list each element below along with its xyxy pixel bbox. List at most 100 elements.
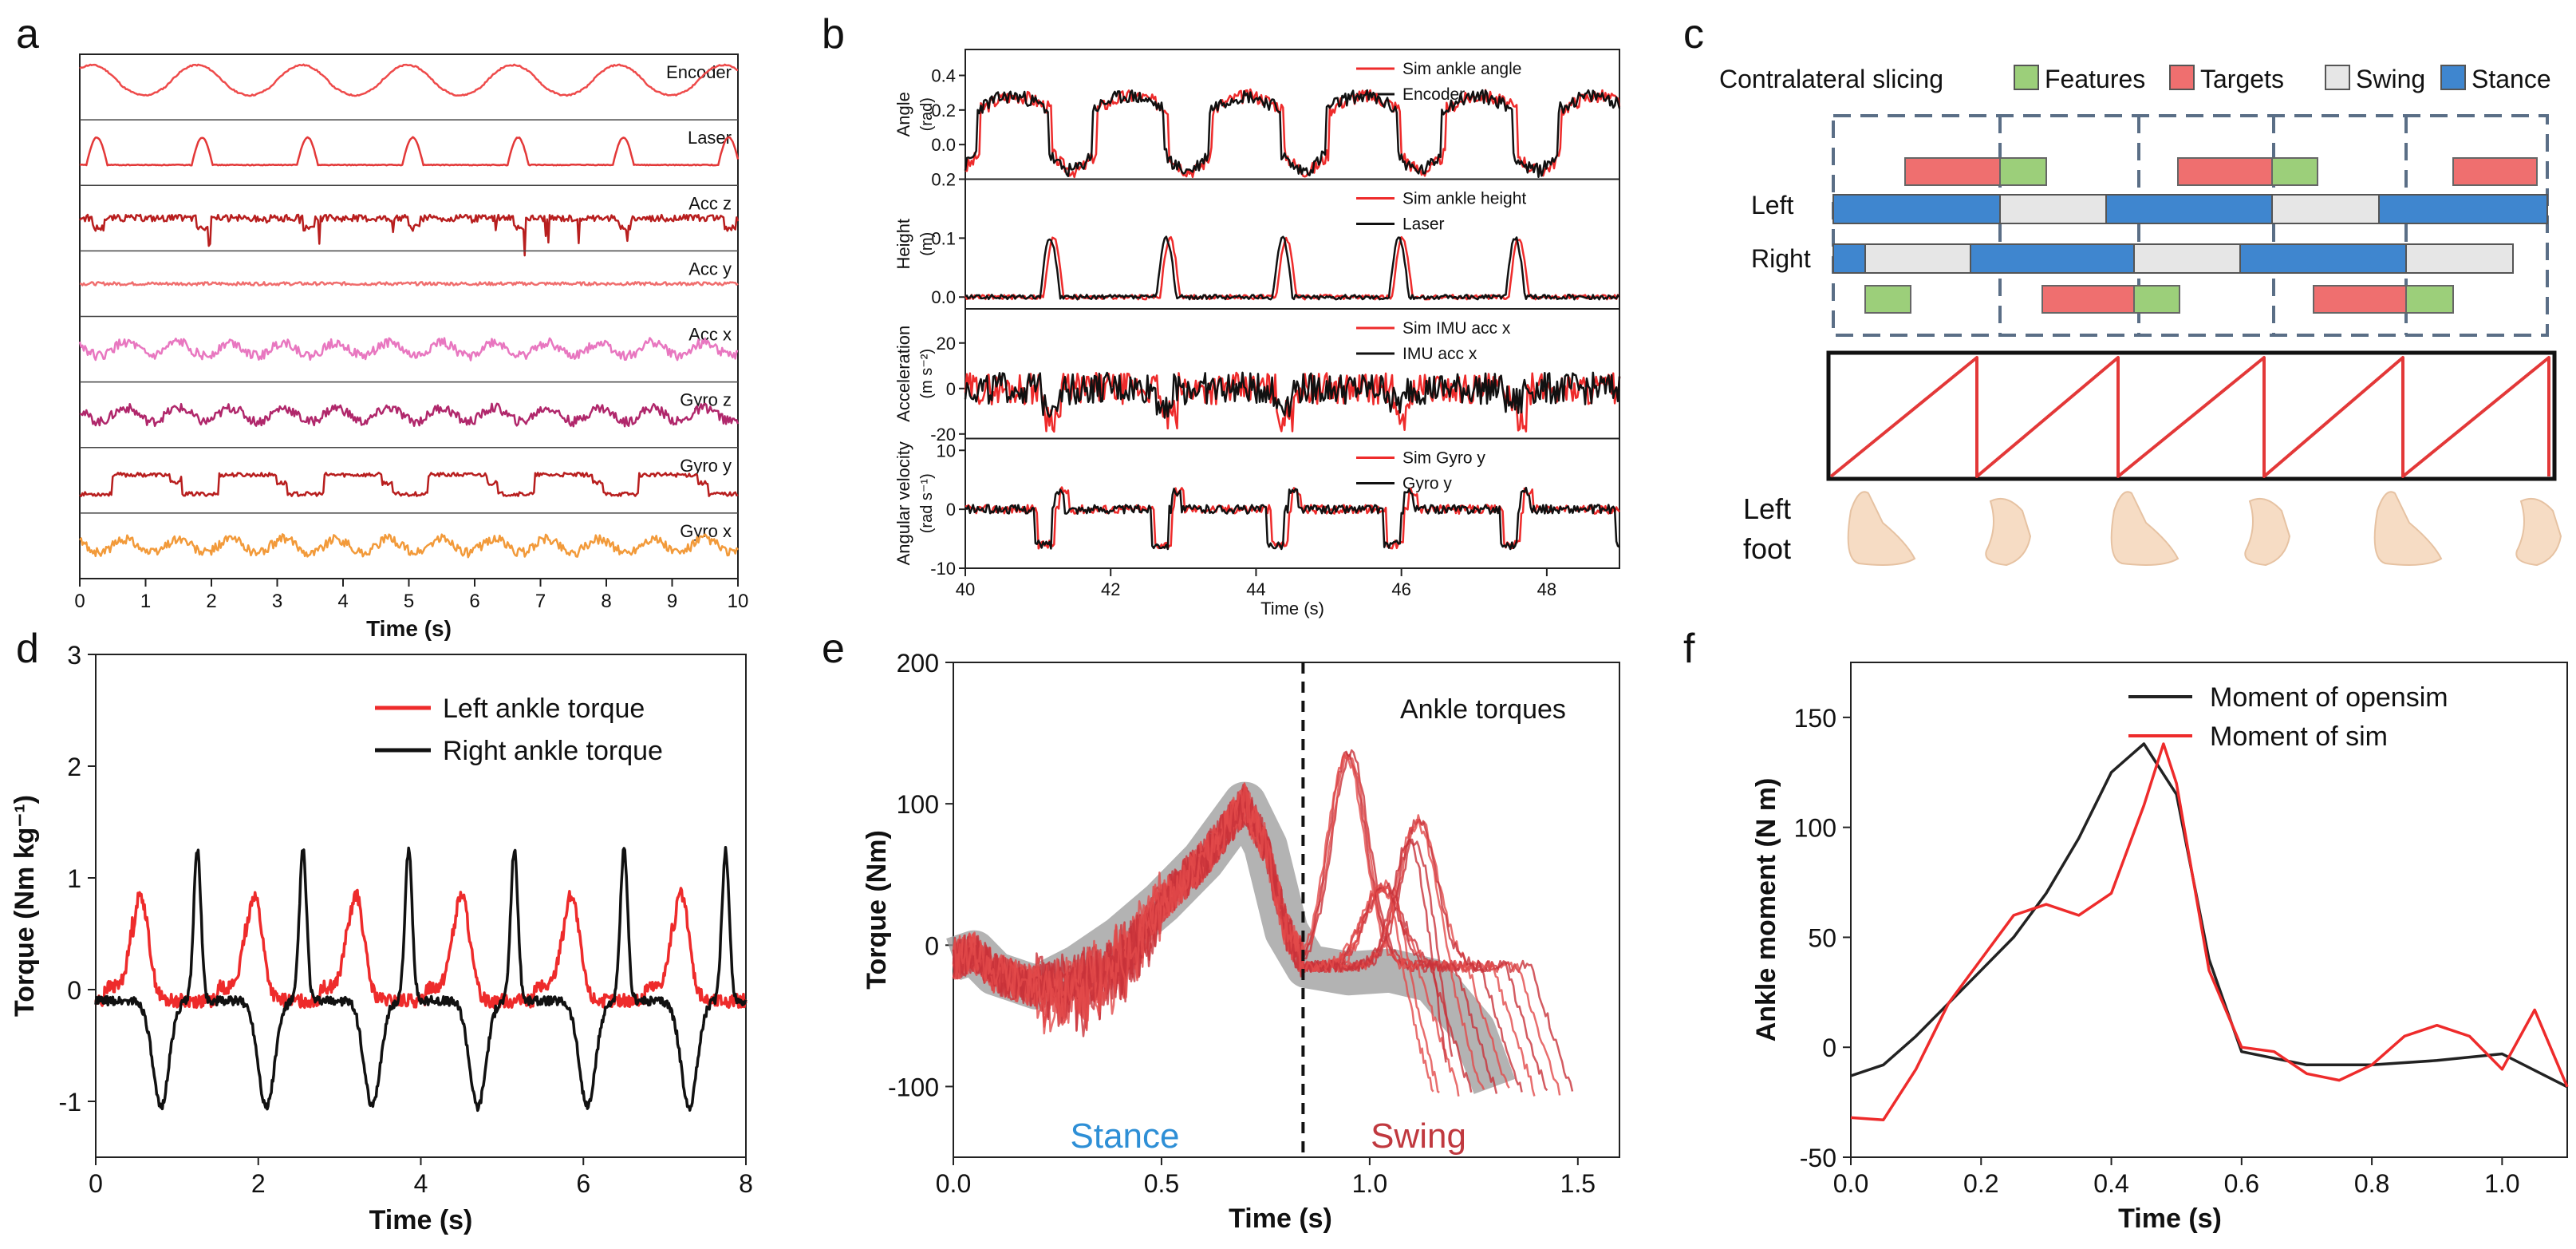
- panel-d-chart: -1 0 1 2 3 0 2 4 6 8 Time (s) Torque (Nm kg⁻¹) Left …: [10, 641, 753, 1235]
- panel-b-series-line: [965, 235, 1620, 301]
- panel-d-x-tick-label: 0: [89, 1169, 103, 1198]
- panel-label-e: e: [822, 626, 845, 672]
- foot-icon: [1847, 491, 1916, 566]
- panel-b-y-tick-label: 0.0: [931, 287, 956, 307]
- panel-b-y-tick-label: -20: [930, 425, 956, 445]
- panel-b-y-axis-label: Angle: [894, 92, 913, 136]
- panel-d-x-tick-label: 8: [739, 1169, 753, 1198]
- panel-e-y-tick-label: 100: [897, 790, 939, 819]
- foot-icon-shape: [1985, 498, 2032, 567]
- panel-b-y-tick-label: 20: [937, 334, 956, 354]
- panel-c-left-phase-block: [2271, 194, 2380, 224]
- panel-b-legend-label-measured: IMU acc x: [1402, 345, 1477, 363]
- panel-e-chart: -100 0 100 200 0.0 0.5 1.0 1.5 Time (s) Torque (N…: [862, 649, 1620, 1234]
- panel-b-y-tick-label: 0: [946, 379, 956, 399]
- panel-c-title: Contralateral slicing: [1719, 65, 1943, 93]
- panel-f-x-tick-label: 0.2: [1963, 1169, 1998, 1198]
- panel-d-y-tick-label: 1: [67, 864, 81, 893]
- panel-c-left-phase-block: [2105, 194, 2273, 224]
- panel-c-legend-swatch: [2169, 65, 2195, 90]
- panel-c-feature-block: [2405, 285, 2454, 314]
- foot-icon-shape: [2515, 498, 2562, 567]
- panel-a-x-tick-label: 3: [272, 591, 282, 612]
- panel-b-y-axis-unit: (m): [918, 232, 936, 256]
- panel-b-legend-label-measured: Encoder: [1402, 85, 1465, 104]
- foot-icon-shape: [1847, 491, 1916, 566]
- panel-f-x-tick-label: 0.8: [2354, 1169, 2389, 1198]
- panel-c-right-phase-block: [1970, 243, 2135, 274]
- panel-c-feature-block: [2271, 157, 2318, 186]
- panel-c-right-phase-block: [2133, 243, 2241, 274]
- panel-f-y-tick-label: 50: [1808, 923, 1836, 952]
- panel-label-c: c: [1683, 11, 1704, 57]
- panel-d-legend-label-left: Left ankle torque: [443, 694, 645, 724]
- panel-e-y-axis-label: Torque (Nm): [862, 830, 892, 990]
- panel-b-legend-label-measured: Laser: [1402, 215, 1445, 234]
- panel-b-x-tick-label: 44: [1246, 579, 1265, 599]
- panel-c-feature-block: [2133, 285, 2180, 314]
- panel-b-chart: 0.0 0.2 0.4 Angle (rad) Sim ankle angle Encode…: [894, 49, 1621, 619]
- foot-icon: [1985, 498, 2032, 567]
- panel-e-x-tick-label: 1.0: [1352, 1169, 1387, 1198]
- panel-a-series-line: [79, 63, 739, 97]
- panel-c-target-block: [2313, 285, 2407, 314]
- panel-b-y-axis-label: Height: [894, 219, 913, 270]
- panel-c-left-phase-block: [1832, 194, 2001, 224]
- panel-c-phase-box: [1826, 350, 2557, 481]
- panel-e-y-tick-label: 200: [897, 649, 939, 678]
- panel-e-x-tick-label: 0.5: [1144, 1169, 1179, 1198]
- panel-e-y-tick-label: -100: [888, 1073, 939, 1101]
- panel-c-foot-label-line2: foot: [1743, 532, 1791, 565]
- panel-f-series-line-0: [1850, 742, 2568, 1089]
- panel-b-y-tick-label: 0.4: [931, 66, 956, 86]
- panel-c-row-label-left: Left: [1751, 191, 1793, 219]
- panel-b-y-axis-unit: (rad s⁻¹): [918, 473, 936, 533]
- panel-label-f: f: [1683, 626, 1695, 672]
- panel-b-y-tick-label: -10: [930, 559, 956, 579]
- panel-f-legend-label-opensim: Moment of opensim: [2210, 682, 2448, 713]
- panel-c-diagram: Contralateral slicing Features Targets Swin…: [1719, 65, 2562, 567]
- panel-b-legend-label-sim: Sim ankle height: [1402, 190, 1526, 208]
- panel-c-left-phase-block: [1999, 194, 2107, 224]
- panel-b-y-tick-label: 10: [937, 441, 956, 460]
- panel-e-x-axis-label: Time (s): [1229, 1204, 1332, 1234]
- panel-c-legend-label: Swing: [2356, 65, 2425, 93]
- panel-f-legend-label-sim: Moment of sim: [2210, 721, 2388, 752]
- panel-c-legend-label: Stance: [2471, 65, 2551, 93]
- panel-a-series-label: Acc z: [688, 193, 732, 213]
- panel-b-y-tick-label: 0.1: [931, 228, 956, 248]
- panel-b-y-tick-label: 0.2: [931, 101, 956, 121]
- panel-a-series-line: [79, 213, 740, 257]
- panel-a-x-tick-label: 5: [404, 591, 414, 612]
- panel-d-y-tick-label: 2: [67, 753, 81, 781]
- panel-f-frame: [1850, 662, 2568, 1158]
- panel-c-right-phase-block: [2239, 243, 2407, 274]
- panel-b-legend-label-sim: Sim Gyro y: [1402, 449, 1485, 468]
- panel-d-y-tick-label: 0: [67, 976, 81, 1005]
- panel-c-legend-label: Targets: [2200, 65, 2284, 93]
- panel-a-series-line: [79, 281, 739, 287]
- panel-f-y-axis-label: Ankle moment (N m): [1751, 778, 1781, 1042]
- panel-c-target-block: [2041, 285, 2135, 314]
- panel-f-y-tick-label: 100: [1794, 814, 1836, 843]
- panel-f-x-tick-label: 1.0: [2484, 1169, 2519, 1198]
- panel-d-legend-label-right: Right ankle torque: [443, 736, 663, 766]
- panel-d-x-axis-label: Time (s): [369, 1205, 473, 1235]
- panel-b-y-tick-label: 0.2: [931, 170, 956, 190]
- panel-a-series-label: Acc x: [688, 325, 732, 345]
- panel-e-annotation: Ankle torques: [1400, 694, 1566, 725]
- panel-b-y-tick-label: 0: [946, 500, 956, 520]
- foot-icon: [2373, 491, 2443, 566]
- foot-icon: [2515, 498, 2562, 567]
- panel-c-legend-swatch: [2440, 65, 2466, 90]
- panel-a-x-tick-label: 10: [728, 591, 749, 612]
- panel-a-series-line: [79, 402, 740, 428]
- foot-icon: [2110, 491, 2180, 566]
- panel-a-x-tick-label: 8: [601, 591, 611, 612]
- panel-c-foot-label-line1: Left: [1743, 492, 1791, 525]
- panel-e-y-tick-label: 0: [925, 931, 939, 960]
- panel-a-x-axis-label: Time (s): [366, 616, 452, 641]
- panel-c-left-phase-block: [2378, 194, 2548, 224]
- panel-b-x-tick-label: 40: [956, 579, 975, 599]
